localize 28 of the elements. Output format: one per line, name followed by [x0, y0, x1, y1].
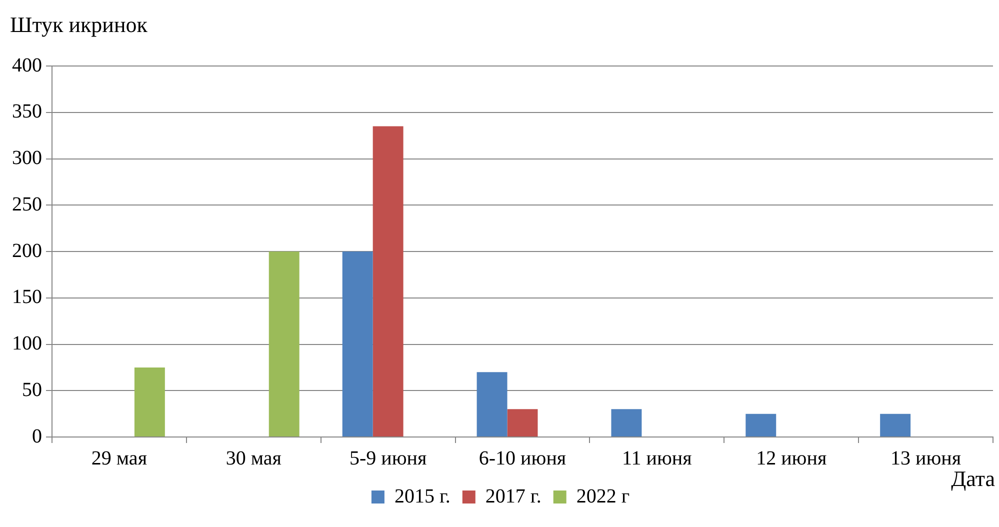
bar: [880, 414, 911, 436]
bar: [342, 252, 373, 436]
bar: [611, 409, 642, 436]
bar: [507, 409, 538, 436]
y-axis-title: Штук икринок: [10, 12, 148, 38]
y-tick-label: 0: [32, 425, 42, 448]
legend-label: 2022 г: [576, 485, 630, 508]
bar: [476, 372, 508, 436]
x-tick-label: 12 июня: [756, 447, 827, 470]
x-tick-label: 11 июня: [622, 447, 692, 470]
bar: [134, 367, 165, 436]
y-tick-label: 400: [12, 54, 42, 76]
legend-label: 2015 г.: [394, 485, 450, 508]
bar: [372, 126, 404, 436]
bar: [746, 414, 776, 436]
x-tick-label: 30 мая: [226, 447, 282, 470]
y-tick-label: 350: [12, 100, 42, 123]
legend-label: 2017 г.: [485, 485, 542, 508]
y-tick-label: 50: [22, 378, 42, 401]
x-tick-label: 6-10 июня: [478, 447, 566, 470]
bar: [268, 252, 300, 436]
y-tick-label: 100: [12, 332, 42, 354]
x-tick-label: 29 мая: [91, 447, 148, 470]
y-tick-label: 250: [12, 193, 42, 216]
y-tick-label: 200: [12, 240, 42, 262]
y-tick-label: 300: [12, 147, 42, 169]
x-tick-label: 5-9 июня: [349, 447, 427, 470]
y-tick-label: 150: [12, 286, 42, 308]
